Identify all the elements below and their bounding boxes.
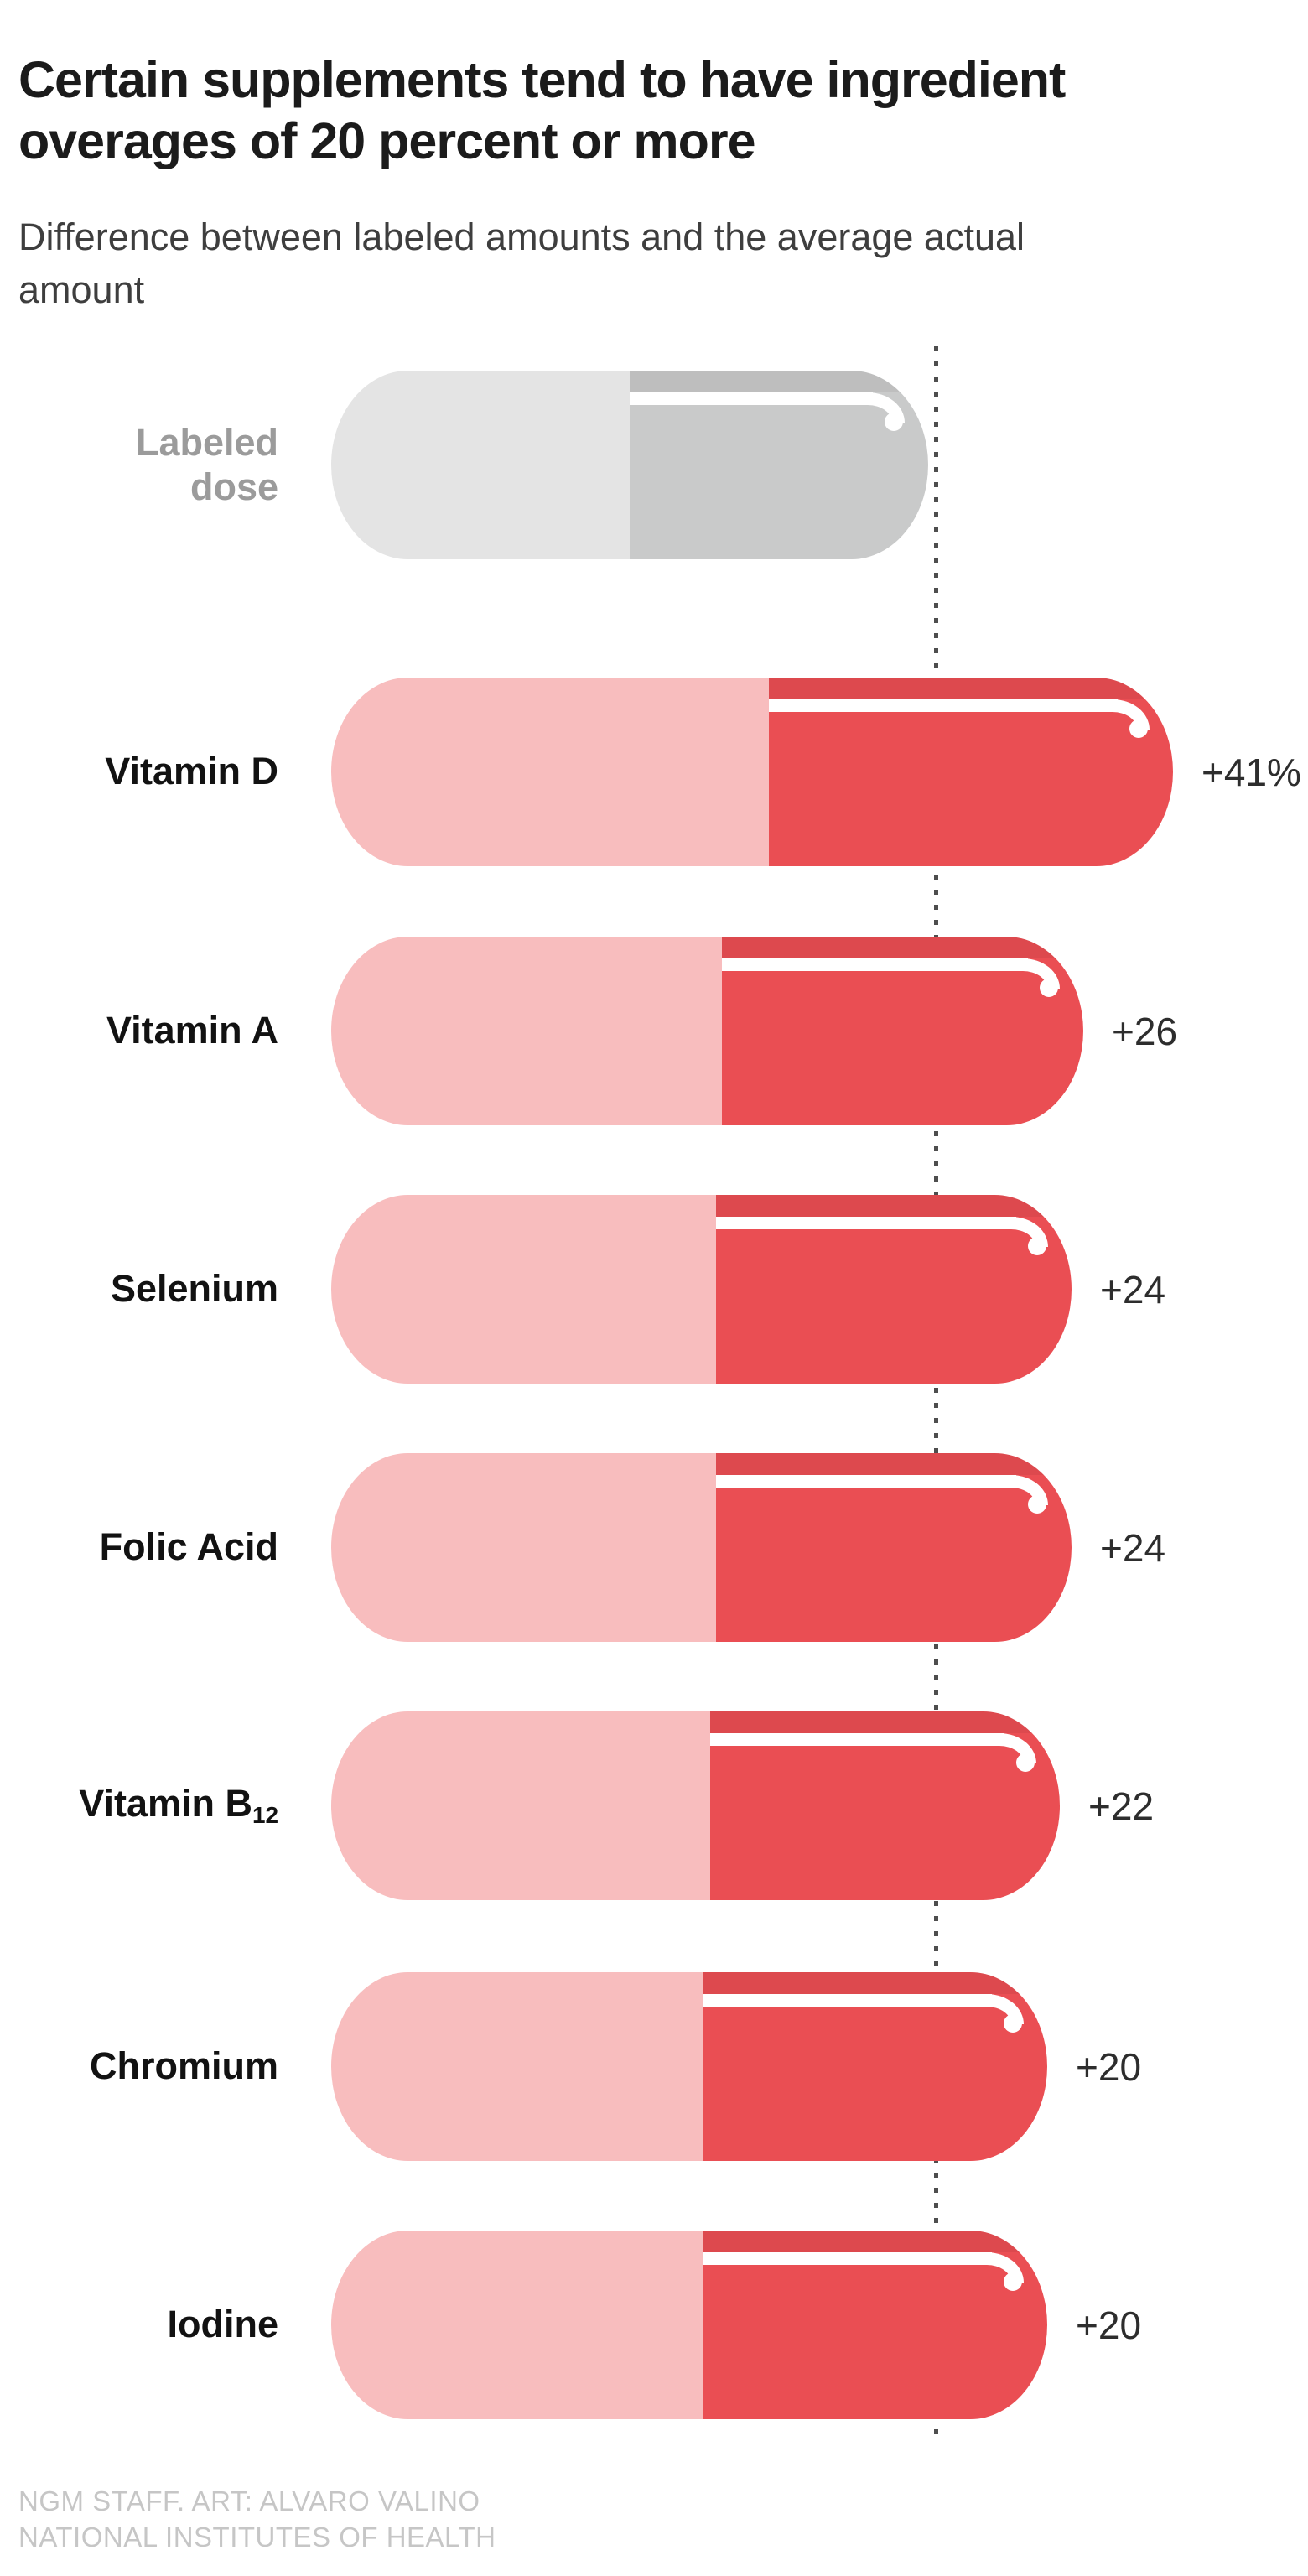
capsule-left-half [331, 937, 723, 1125]
labeled-dose-capsule [331, 371, 928, 559]
pill-capsule [331, 1453, 1072, 1642]
source-credit: NGM STAFF. ART: ALVARO VALINO NATIONAL I… [18, 2484, 496, 2556]
capsule-left-half [331, 1195, 717, 1384]
credit-line: NGM STAFF. ART: ALVARO VALINO [18, 2485, 480, 2516]
capsule-highlight-dot [1016, 1753, 1035, 1772]
row-label: Vitamin D [105, 750, 278, 793]
capsule-right-half [630, 371, 928, 559]
capsule-left-half [331, 2231, 704, 2419]
overage-value: +41% [1202, 750, 1301, 794]
legend-label-line1: Labeled [135, 421, 278, 465]
overage-value: +24 [1100, 1525, 1166, 1570]
capsule-highlight-dot [1004, 2014, 1022, 2033]
row-chromium: Chromium +20 [0, 1972, 1308, 2161]
row-label: Selenium [110, 1267, 278, 1311]
capsule-highlight-dot [885, 413, 903, 431]
capsule-highlight-bar [709, 1733, 1004, 1746]
capsule-highlight-dot [1040, 979, 1058, 997]
overage-value: +20 [1076, 2044, 1142, 2089]
capsule-left-half [331, 371, 630, 559]
row-label: Vitamin A [106, 1009, 278, 1052]
capsule-right-half [716, 1453, 1072, 1642]
capsule-right-half [709, 1711, 1060, 1900]
capsule-highlight-bar [716, 1217, 1016, 1229]
row-label: Iodine [167, 2303, 279, 2346]
row-label: Folic Acid [99, 1525, 278, 1569]
pill-capsule [331, 678, 1173, 866]
row-iodine: Iodine +20 [0, 2231, 1308, 2419]
capsule-right-half [703, 2231, 1047, 2419]
source-line: NATIONAL INSTITUTES OF HEALTH [18, 2521, 496, 2553]
capsule-highlight-bar [716, 1475, 1016, 1488]
capsule-highlight-bar [769, 699, 1118, 712]
capsule-left-half [331, 1972, 704, 2161]
overage-value: +26 [1112, 1009, 1178, 1053]
pill-capsule [331, 1972, 1047, 2161]
capsule-left-half [331, 678, 770, 866]
row-label: Vitamin B12 [79, 1782, 278, 1829]
overage-value: +20 [1076, 2303, 1142, 2347]
capsule-left-half [331, 1453, 717, 1642]
capsule-highlight-bar [630, 392, 873, 405]
legend-row-labeled-dose: Labeled dose [0, 371, 1308, 559]
capsule-right-half [722, 937, 1083, 1125]
chart-subtitle: Difference between labeled amounts and t… [18, 216, 1025, 311]
row-label: Chromium [90, 2044, 278, 2088]
overage-value: +22 [1088, 1784, 1155, 1828]
row-vitamin-a: Vitamin A +26 [0, 937, 1308, 1125]
pill-capsule [331, 1195, 1072, 1384]
capsule-highlight-bar [703, 1994, 992, 2007]
pill-capsule [331, 2231, 1047, 2419]
capsule-highlight-dot [1028, 1495, 1046, 1514]
capsule-right-half [703, 1972, 1047, 2161]
capsule-highlight-dot [1004, 2272, 1022, 2291]
row-selenium: Selenium +24 [0, 1195, 1308, 1384]
pill-capsule [331, 937, 1083, 1125]
capsule-highlight-bar [703, 2252, 992, 2265]
capsule-highlight-dot [1129, 719, 1148, 738]
pill-capsule [331, 1711, 1060, 1900]
capsule-right-half [716, 1195, 1072, 1384]
chart-title: Certain supplements tend to have ingredi… [18, 50, 1066, 170]
b12-subscript: 12 [252, 1802, 278, 1829]
row-vitamin-d: Vitamin D +41% [0, 678, 1308, 866]
legend-label: Labeled dose [0, 371, 278, 559]
labeled-dose-reference-line [934, 346, 938, 2444]
legend-label-line2: dose [189, 465, 278, 508]
capsule-highlight-bar [722, 958, 1028, 971]
row-vitamin-b12: Vitamin B12 +22 [0, 1711, 1308, 1900]
row-folic-acid: Folic Acid +24 [0, 1453, 1308, 1642]
overage-value: +24 [1100, 1267, 1166, 1311]
capsule-highlight-dot [1028, 1237, 1046, 1255]
capsule-right-half [769, 678, 1173, 866]
capsule-left-half [331, 1711, 710, 1900]
